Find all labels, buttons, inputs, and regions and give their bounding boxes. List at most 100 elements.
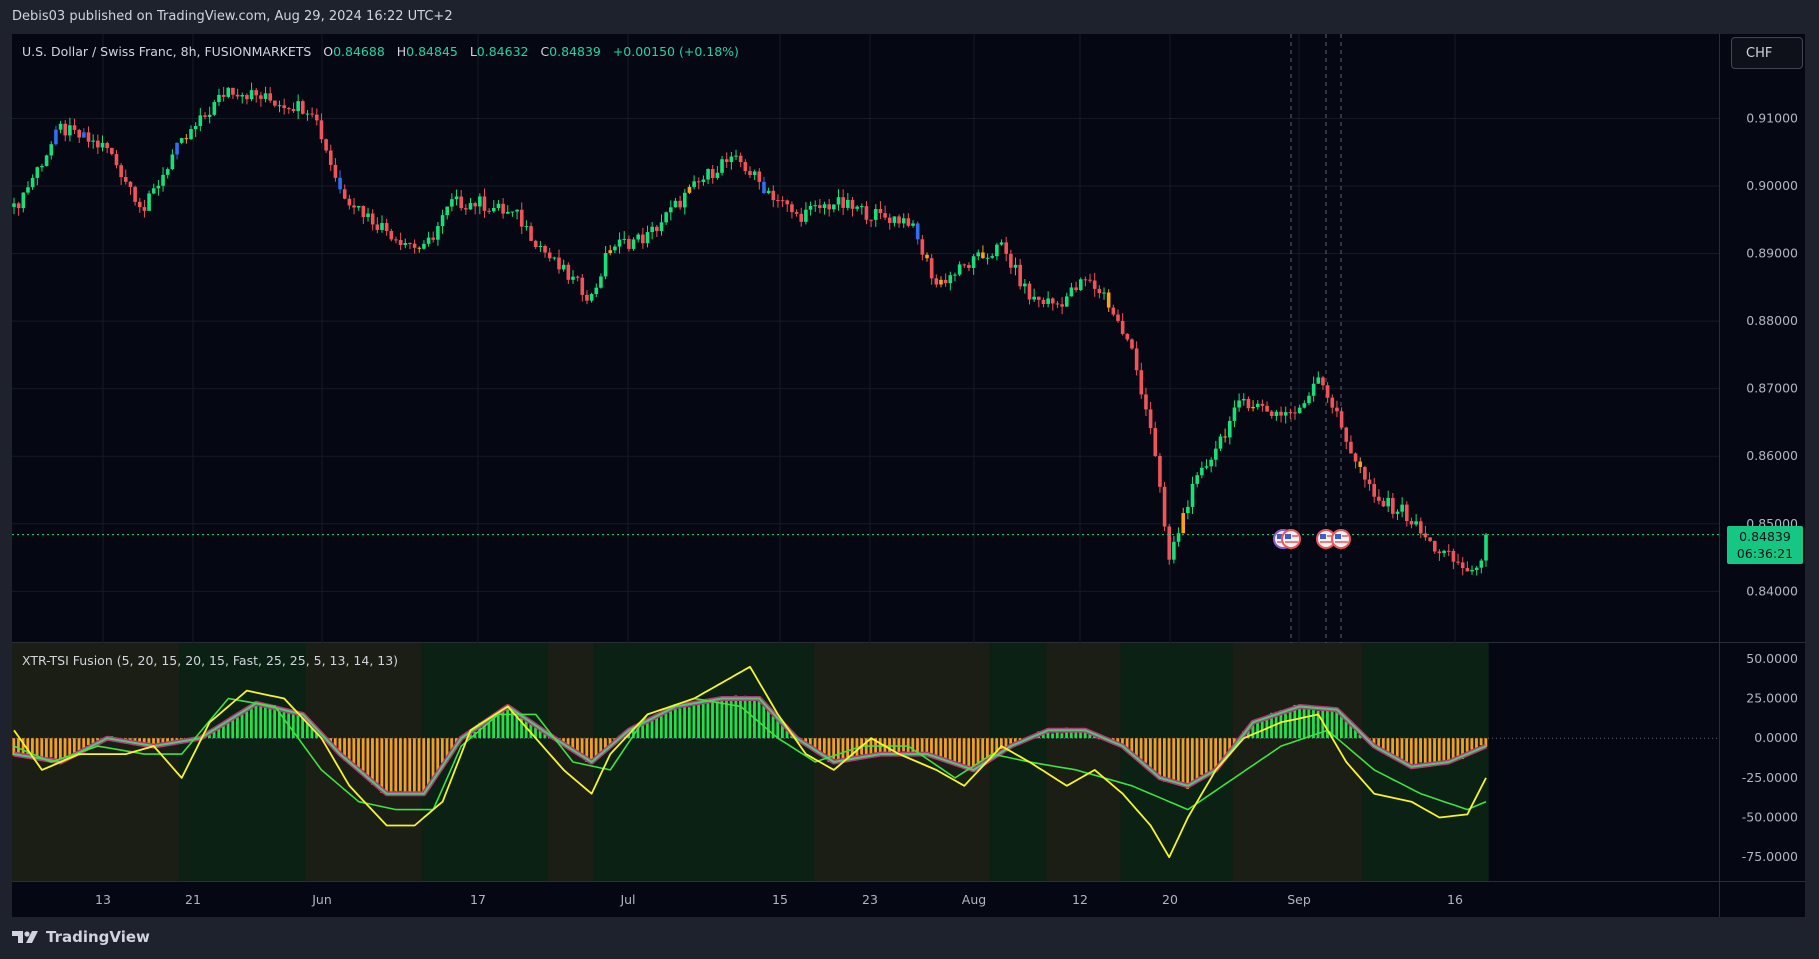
histogram-bar xyxy=(1353,725,1357,739)
candle-body xyxy=(142,207,147,211)
candle-body xyxy=(207,114,212,117)
histogram-bar xyxy=(1051,733,1054,739)
candle-body xyxy=(496,203,501,208)
x-tick-label: 12 xyxy=(1072,892,1088,907)
candle-body xyxy=(1041,299,1046,304)
candle-body xyxy=(445,206,450,216)
candle-body xyxy=(333,164,338,178)
histogram-bar xyxy=(361,738,365,771)
candle-body xyxy=(538,245,543,248)
candle-body xyxy=(836,197,841,205)
histogram-bar xyxy=(757,696,761,739)
candle-body xyxy=(1423,533,1428,538)
candle-body xyxy=(939,279,943,285)
candle-body xyxy=(1302,403,1307,408)
candle-body xyxy=(1251,406,1255,409)
histogram-bar xyxy=(678,708,682,739)
histogram-bar xyxy=(1121,738,1124,745)
histogram-bar xyxy=(645,720,649,739)
candle-body xyxy=(1232,407,1237,421)
candle-body xyxy=(133,186,137,202)
histogram-bar xyxy=(1228,738,1231,752)
candle-body xyxy=(1307,395,1311,404)
last-price-tag: 0.84839 06:36:21 xyxy=(1727,526,1803,564)
candle-body xyxy=(77,129,82,138)
us-flag-icon xyxy=(1331,529,1351,549)
indicator-y-tick-label: 50.0000 xyxy=(1746,651,1798,666)
candle-body xyxy=(818,205,822,208)
candle-body xyxy=(319,120,324,140)
histogram-bar xyxy=(347,738,351,765)
candle-body xyxy=(417,247,422,249)
histogram-bar xyxy=(389,738,393,794)
candle-body xyxy=(878,209,883,214)
candle-body xyxy=(659,222,664,232)
candle-body xyxy=(198,115,203,127)
candle-body xyxy=(1460,562,1465,569)
candle-body xyxy=(794,212,799,214)
histogram-bar xyxy=(1349,720,1353,739)
x-tick-label: 21 xyxy=(185,892,201,907)
candle-body xyxy=(682,192,687,208)
candle-body xyxy=(655,226,659,232)
candle-body xyxy=(636,234,641,240)
histogram-bar xyxy=(1158,738,1162,777)
candle-body xyxy=(692,181,696,187)
candle-body xyxy=(114,154,119,166)
candle-body xyxy=(398,239,403,245)
candle-body xyxy=(645,232,650,244)
candle-body xyxy=(282,105,286,109)
candle-body xyxy=(1432,540,1437,552)
chart-area[interactable]: 13 21 Jun 17 Jul 15 23 Aug 12 20 Sep 16 0.91000 0.900… xyxy=(12,34,1805,917)
candle-body xyxy=(948,275,953,284)
candle-body xyxy=(119,165,123,178)
candle-body xyxy=(1484,534,1488,561)
currency-button[interactable]: CHF xyxy=(1731,37,1803,69)
histogram-bar xyxy=(1130,738,1134,755)
candle-body xyxy=(710,168,715,178)
histogram-bar xyxy=(1083,732,1087,739)
histogram-bar xyxy=(235,712,239,739)
candle-body xyxy=(259,95,263,99)
histogram-bar xyxy=(534,727,537,739)
candle-body xyxy=(734,155,738,157)
histogram-bar xyxy=(1377,738,1381,751)
candle-body xyxy=(1377,496,1381,501)
open-label: O xyxy=(323,44,334,59)
histogram-bar xyxy=(650,717,654,739)
histogram-bar xyxy=(776,717,780,739)
histogram-bar xyxy=(1251,722,1255,739)
histogram-bar xyxy=(305,720,309,739)
histogram-bar xyxy=(827,738,831,763)
us-flag-canton xyxy=(1335,534,1341,539)
candle-body xyxy=(35,167,40,178)
histogram-bar xyxy=(631,727,635,739)
candle-body xyxy=(296,101,300,112)
histogram-bar xyxy=(254,702,258,739)
histogram-bar xyxy=(543,733,547,739)
candle-body xyxy=(314,114,319,121)
histogram-bar xyxy=(343,738,346,761)
histogram-bar xyxy=(1260,719,1264,739)
candle-body xyxy=(743,162,748,172)
us-flag-icon xyxy=(1281,529,1301,549)
candle-body xyxy=(156,185,161,189)
candle-body xyxy=(175,142,179,155)
histogram-bar xyxy=(291,710,295,739)
histogram-bar xyxy=(310,721,314,739)
histogram-bar xyxy=(832,738,836,759)
histogram-bar xyxy=(357,738,360,771)
tradingview-logo[interactable]: TradingView xyxy=(12,928,150,946)
histogram-bar xyxy=(990,738,994,756)
histogram-bar xyxy=(426,738,430,787)
candle-body xyxy=(68,125,72,136)
histogram-bar xyxy=(683,704,686,739)
candle-body xyxy=(892,216,897,223)
candle-body xyxy=(776,200,780,202)
histogram-bar xyxy=(1344,721,1348,739)
chart-svg[interactable]: 13 21 Jun 17 Jul 15 23 Aug 12 20 Sep 16 0.91000 0.900… xyxy=(12,34,1805,917)
candle-body xyxy=(1255,403,1260,407)
histogram-bar xyxy=(1074,732,1078,739)
candle-body xyxy=(58,123,63,130)
candle-body xyxy=(925,254,929,259)
